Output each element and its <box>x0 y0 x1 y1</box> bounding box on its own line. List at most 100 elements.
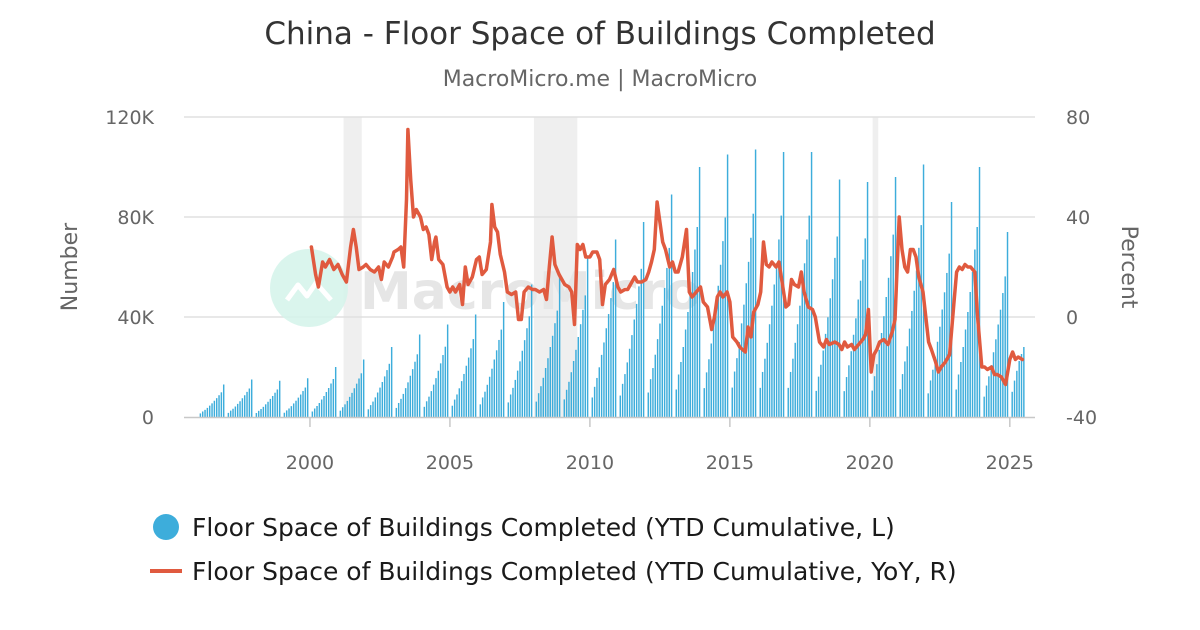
bar <box>647 392 649 417</box>
bar <box>999 309 1002 417</box>
bar <box>304 387 307 417</box>
bar <box>780 215 782 417</box>
bar <box>554 323 556 417</box>
bar <box>397 402 400 417</box>
bar <box>344 404 346 417</box>
bar <box>810 152 813 417</box>
bar <box>199 413 202 417</box>
bar <box>838 179 841 417</box>
bar <box>920 225 922 417</box>
bar <box>299 394 302 417</box>
recession-band-2 <box>872 117 879 417</box>
bar <box>481 397 484 417</box>
bar <box>640 268 642 417</box>
bar <box>675 389 677 417</box>
bar <box>243 395 246 417</box>
bar <box>943 292 946 417</box>
bar <box>787 387 789 417</box>
bar <box>817 376 820 417</box>
bar <box>320 399 323 417</box>
bar <box>442 355 444 417</box>
bar <box>934 356 936 417</box>
bar <box>568 381 570 417</box>
bar <box>731 387 733 417</box>
bar <box>635 303 638 417</box>
legend-item-bars[interactable]: Floor Space of Buildings Completed (YTD … <box>153 513 895 542</box>
bar <box>591 397 594 417</box>
bar <box>904 361 906 417</box>
bar <box>880 333 883 417</box>
bar <box>288 408 290 417</box>
bar <box>274 392 276 417</box>
bar <box>684 329 687 417</box>
bar <box>346 400 349 417</box>
watermark-logo-mountains-icon <box>284 280 333 302</box>
bar <box>808 215 810 417</box>
bar <box>927 393 929 417</box>
bar <box>341 407 344 417</box>
right-tick-label: 0 <box>1066 307 1078 329</box>
bar <box>493 359 496 417</box>
bar <box>535 401 538 417</box>
bar <box>1023 347 1025 417</box>
bar <box>540 386 542 417</box>
bar <box>381 382 384 417</box>
bar <box>509 394 512 417</box>
bar <box>766 342 768 417</box>
bar <box>855 318 857 417</box>
bar <box>628 348 631 417</box>
bar <box>521 350 524 417</box>
bar <box>306 378 309 417</box>
bar <box>339 410 342 417</box>
bar <box>726 154 729 417</box>
bar <box>218 395 220 417</box>
bar <box>843 391 845 417</box>
bar <box>484 391 486 417</box>
bar <box>404 388 407 417</box>
bar <box>990 365 992 417</box>
bar <box>740 323 743 417</box>
bar <box>773 284 775 417</box>
bar <box>1020 354 1023 417</box>
bar <box>316 406 318 417</box>
bar <box>1002 293 1004 417</box>
legend-bars-swatch <box>153 514 179 540</box>
bar <box>250 379 253 417</box>
bar <box>619 395 622 417</box>
bar <box>269 398 272 417</box>
bar <box>283 412 286 417</box>
bar <box>1013 380 1016 417</box>
bar <box>530 284 533 417</box>
bar <box>458 388 461 417</box>
bar <box>796 324 799 417</box>
bar <box>353 388 356 417</box>
bar <box>358 378 360 417</box>
bar <box>463 373 465 417</box>
bar <box>276 389 279 417</box>
left-axis-title: Number <box>58 222 83 311</box>
bar <box>526 328 528 417</box>
bar <box>236 403 239 417</box>
bar <box>792 358 794 417</box>
bar <box>425 401 428 417</box>
bar <box>418 334 421 417</box>
bar <box>719 264 722 417</box>
bar <box>827 317 829 417</box>
bar <box>988 376 990 417</box>
legend-item-line[interactable]: Floor Space of Buildings Completed (YTD … <box>150 557 957 586</box>
bar <box>435 378 437 417</box>
bar <box>659 323 661 417</box>
bar <box>887 277 890 417</box>
bar <box>859 280 862 417</box>
bar <box>213 400 216 417</box>
bar <box>801 284 803 417</box>
bar <box>206 407 209 417</box>
bar <box>899 389 901 417</box>
bar <box>416 354 419 417</box>
bar <box>290 406 293 417</box>
bar <box>556 310 559 417</box>
bar <box>971 272 974 417</box>
recession-band-0 <box>343 117 362 417</box>
bar <box>323 396 325 417</box>
bar <box>736 358 738 417</box>
